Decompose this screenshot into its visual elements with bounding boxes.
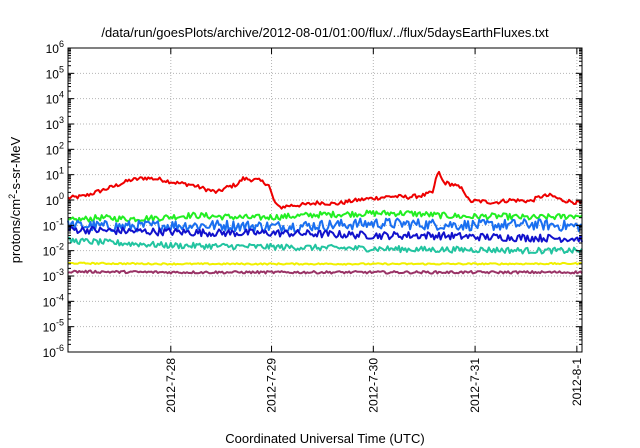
x-tick-label: 2012-8-1 xyxy=(570,358,584,406)
x-axis-label: Coordinated Universal Time (UTC) xyxy=(225,431,424,446)
series-line xyxy=(67,170,583,210)
x-tick-label: 2012-7-28 xyxy=(164,358,178,413)
y-tick-label: 10-2 xyxy=(43,242,64,259)
y-tick-label: 102 xyxy=(46,140,64,157)
series-line xyxy=(68,261,583,266)
series-group xyxy=(67,170,583,275)
series-line xyxy=(67,236,583,255)
y-tick-label: 10-6 xyxy=(43,343,64,360)
chart-title: /data/run/goesPlots/archive/2012-08-01/0… xyxy=(101,25,549,40)
y-tick-label: 104 xyxy=(46,90,64,107)
series-line xyxy=(67,269,583,275)
y-tick-label: 10-4 xyxy=(43,292,64,309)
plot-frame xyxy=(67,47,583,353)
y-axis-label: protons/cm2-s-sr-MeV xyxy=(7,136,23,263)
y-tick-label: 103 xyxy=(46,115,64,132)
series-line xyxy=(67,225,583,243)
x-tick-label: 2012-7-31 xyxy=(468,358,482,413)
tick-marks xyxy=(68,47,582,353)
y-tick-label: 100 xyxy=(46,191,64,208)
x-tick-label: 2012-7-29 xyxy=(265,358,279,413)
y-tick-label: 10-1 xyxy=(43,216,64,233)
series-line xyxy=(67,209,583,224)
y-tick-label: 106 xyxy=(46,39,64,56)
y-tick-label: 101 xyxy=(46,166,64,183)
y-tick-labels: 10-6 10-5 10-4 10-3 10-2 10-1 100 101 102 103 104 1… xyxy=(43,39,64,360)
y-tick-label: 105 xyxy=(46,64,64,81)
x-tick-label: 2012-7-30 xyxy=(366,358,380,413)
y-tick-label: 10-5 xyxy=(43,318,64,335)
y-tick-label: 10-3 xyxy=(43,267,64,284)
grid xyxy=(68,48,582,352)
x-tick-labels: 2012-7-28 2012-7-29 2012-7-30 2012-7-31 2012… xyxy=(164,358,584,413)
